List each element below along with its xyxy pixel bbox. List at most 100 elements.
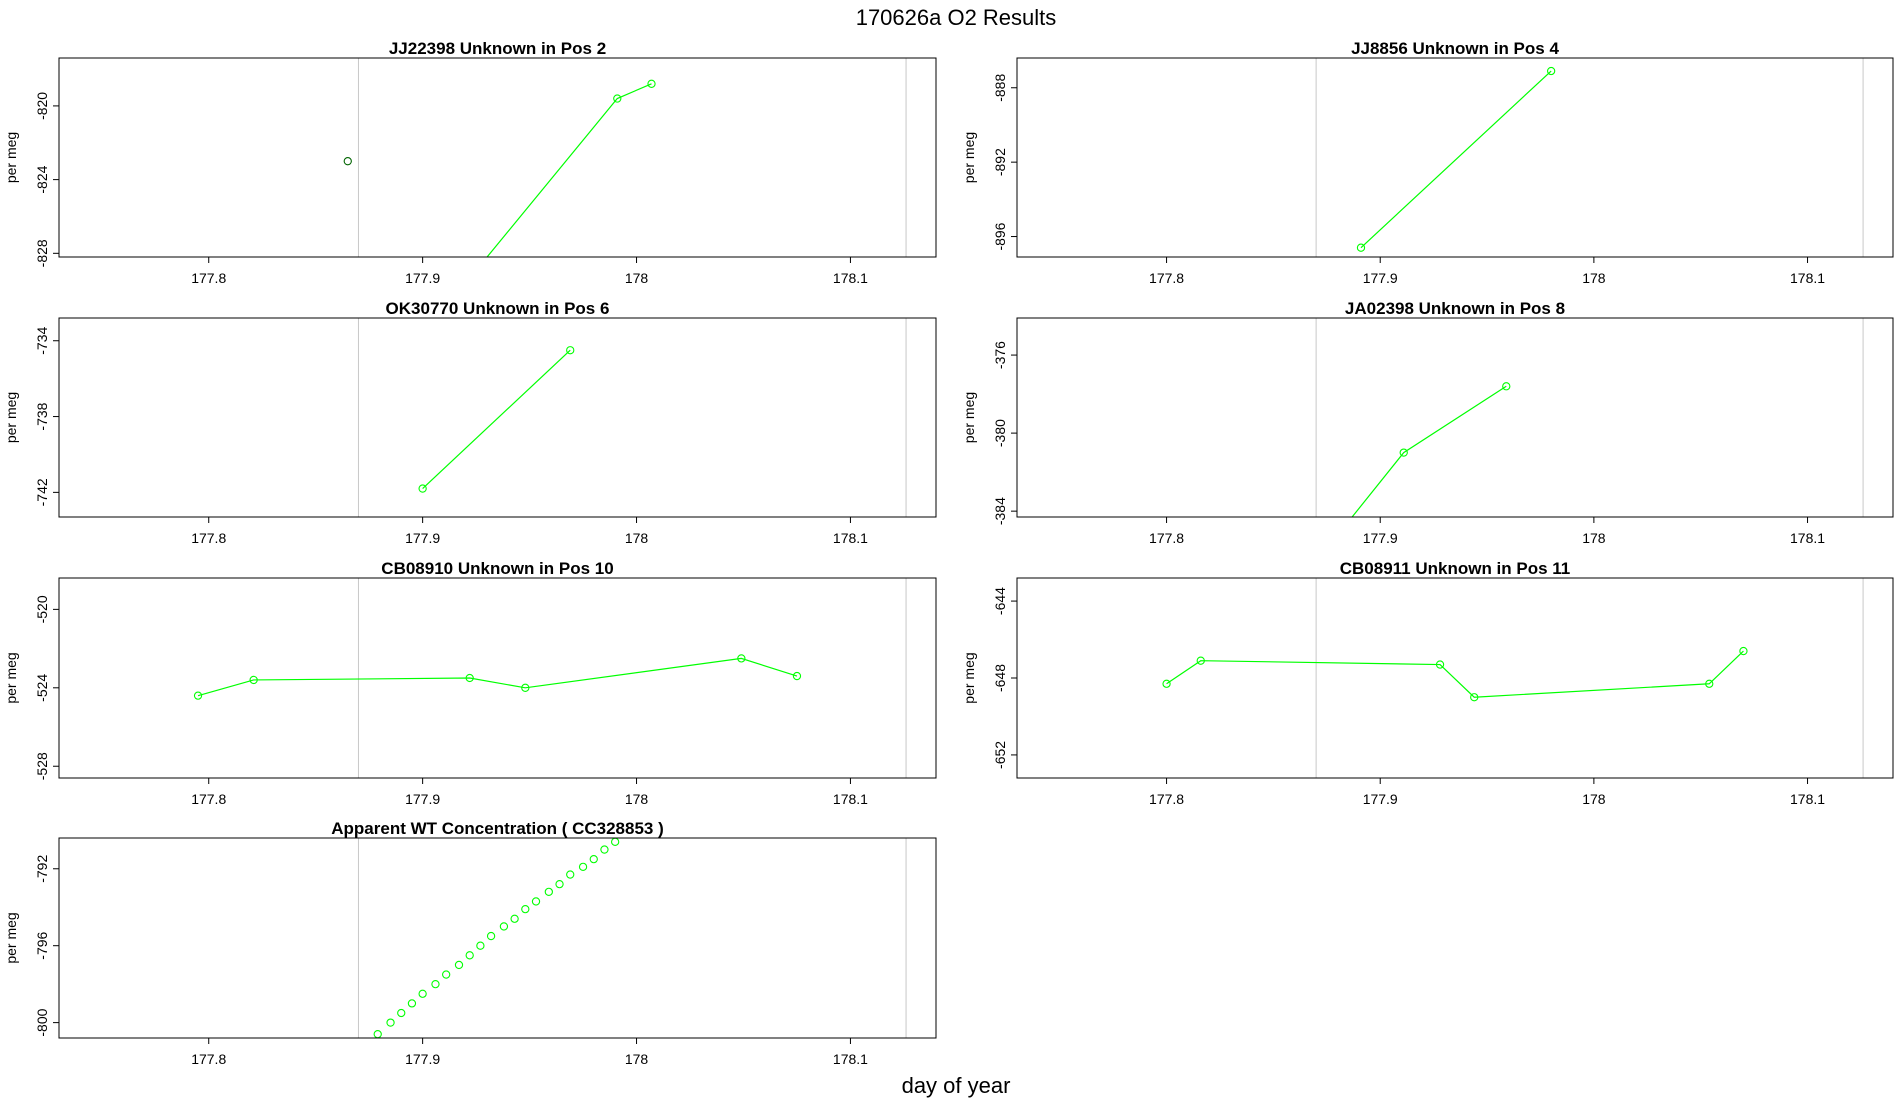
- chart-panel-5: CB08910 Unknown in Pos 10 177.8 177.9 178 17…: [3, 559, 937, 807]
- plot-area: [418, 346, 575, 493]
- data-point: [1399, 448, 1408, 457]
- data-point: [1739, 646, 1748, 656]
- x-tick-label: 178: [1582, 530, 1606, 546]
- series-line: [1360, 70, 1552, 249]
- y-tick-label: -792: [34, 855, 50, 883]
- x-tick-label: 177.8: [191, 270, 226, 286]
- series-line: [486, 83, 652, 257]
- plot-area: [193, 654, 802, 700]
- panel-title: JJ22398 Unknown in Pos 2: [389, 39, 606, 58]
- plot-frame: [1016, 577, 1894, 779]
- y-tick-label: -738: [34, 402, 50, 430]
- data-point: [386, 1018, 395, 1027]
- x-tick-label: 177.9: [1363, 530, 1398, 546]
- x-tick-label: 177.8: [191, 791, 226, 807]
- plot-area: [1351, 382, 1511, 517]
- x-tick-label: 177.8: [191, 1051, 226, 1067]
- x-tick-label: 178: [625, 270, 649, 286]
- plot-frame: [1016, 317, 1894, 518]
- panel-title: JA02398 Unknown in Pos 8: [1345, 299, 1565, 318]
- data-point: [442, 970, 451, 979]
- y-tick-label: -376: [992, 341, 1008, 369]
- y-tick-label: -648: [992, 664, 1008, 692]
- data-point: [381, 379, 388, 386]
- plot-area: [1356, 66, 1556, 252]
- panel-title: CB08911 Unknown in Pos 11: [1340, 559, 1571, 578]
- y-axis-label: per meg: [3, 392, 19, 443]
- data-point: [521, 683, 530, 692]
- data-point: [531, 897, 541, 906]
- data-point: [610, 838, 620, 846]
- data-point: [647, 79, 656, 88]
- chart-panel-4: JA02398 Unknown in Pos 8 177.8 177.9 178 178…: [961, 299, 1894, 546]
- y-tick-label: -796: [34, 931, 50, 959]
- data-point: [193, 691, 203, 700]
- x-tick-label: 177.9: [405, 270, 440, 286]
- y-tick-label: -824: [34, 165, 50, 193]
- y-tick-label: -380: [992, 419, 1008, 447]
- data-point: [1196, 656, 1205, 665]
- series-1: [1351, 382, 1511, 517]
- series-line: [1351, 385, 1507, 517]
- y-axis-label: per meg: [3, 132, 19, 183]
- x-tick-label: 177.9: [405, 530, 440, 546]
- x-tick-label: 177.9: [1363, 791, 1398, 807]
- panel-title: Apparent WT Concentration ( CC328853 ): [331, 819, 664, 838]
- y-axis-label: per meg: [3, 912, 19, 963]
- plot-frame: [58, 57, 937, 258]
- series-line: [197, 657, 798, 697]
- data-point: [465, 673, 474, 683]
- data-point: [397, 1008, 406, 1018]
- x-tick-label: 178.1: [1790, 791, 1825, 807]
- data-point: [600, 845, 609, 854]
- data-point: [566, 346, 575, 355]
- y-axis-label: per meg: [961, 652, 977, 703]
- x-tick-label: 178.1: [833, 270, 868, 286]
- data-point: [486, 931, 496, 941]
- x-tick-label: 178: [625, 530, 649, 546]
- data-point: [431, 980, 440, 989]
- chart-panels: JJ22398 Unknown in Pos 2 177.8 177.9 178 178…: [3, 39, 1894, 1067]
- y-axis-label: per meg: [3, 652, 19, 703]
- x-tick-label: 178: [625, 1051, 649, 1067]
- data-point: [1162, 679, 1171, 688]
- data-point: [1435, 660, 1445, 669]
- plot-frame: [1016, 57, 1894, 258]
- x-tick-label: 178: [1582, 791, 1606, 807]
- series-line: [422, 349, 571, 490]
- plot-frame: [58, 317, 937, 518]
- data-point: [418, 989, 427, 998]
- data-point: [521, 905, 530, 914]
- x-tick-label: 178.1: [1790, 530, 1825, 546]
- data-point: [792, 671, 802, 681]
- data-point: [1502, 382, 1511, 391]
- y-tick-label: -520: [34, 595, 50, 623]
- data-point: [465, 951, 474, 960]
- y-tick-label: -820: [34, 92, 50, 120]
- series-1: [381, 79, 656, 386]
- x-tick-label: 177.8: [1149, 270, 1184, 286]
- x-tick-label: 177.8: [191, 530, 226, 546]
- data-point: [589, 855, 598, 864]
- data-point: [407, 999, 417, 1008]
- x-tick-label: 178.1: [833, 530, 868, 546]
- y-tick-label: -528: [34, 752, 50, 780]
- data-point: [373, 1030, 382, 1038]
- y-tick-label: -800: [34, 1008, 50, 1036]
- y-tick-label: -652: [992, 741, 1008, 769]
- x-tick-label: 177.9: [405, 791, 440, 807]
- data-point: [555, 880, 564, 889]
- data-point: [613, 94, 622, 103]
- chart-panel-7: Apparent WT Concentration ( CC328853 ) 17…: [3, 819, 937, 1067]
- series-1: [373, 838, 620, 1038]
- series-1: [418, 346, 575, 493]
- series-line: [1166, 650, 1744, 698]
- data-point: [1546, 66, 1556, 76]
- series-1: [193, 654, 802, 700]
- chart-panel-2: JJ8856 Unknown in Pos 4 177.8 177.9 178 178.…: [961, 39, 1894, 286]
- data-point: [343, 157, 352, 166]
- figure-title: 170626a O2 Results: [856, 5, 1057, 30]
- x-tick-label: 178.1: [833, 791, 868, 807]
- data-point: [1705, 679, 1714, 688]
